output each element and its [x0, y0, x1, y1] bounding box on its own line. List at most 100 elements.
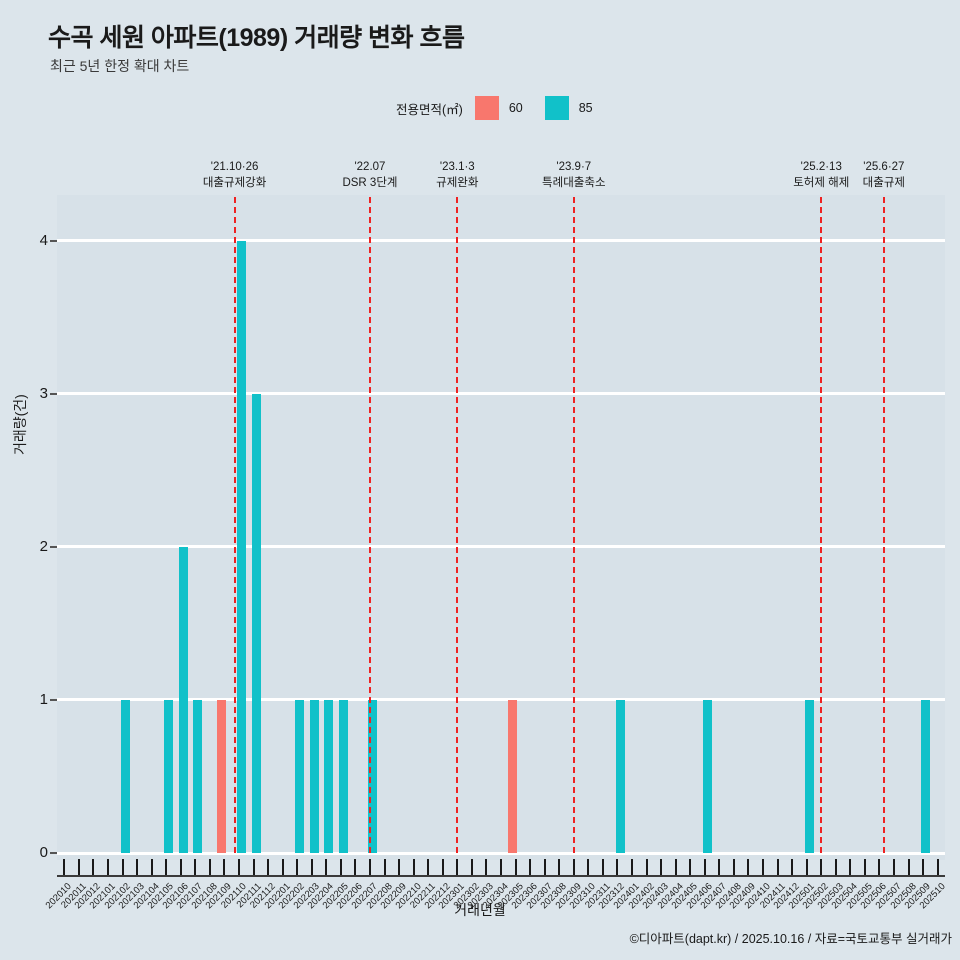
annotation-date: '23.1·3 [439, 161, 475, 173]
bar[interactable] [309, 699, 319, 853]
x-axis-title: 거래년월 [454, 902, 506, 918]
bar[interactable] [295, 699, 305, 853]
x-tick-mark [572, 859, 575, 875]
bar[interactable] [615, 699, 625, 853]
annotation-text: 대출규제 [862, 176, 906, 189]
x-tick-mark [208, 859, 211, 875]
legend-label-85: 85 [578, 101, 593, 115]
annotation-text: DSR 3단계 [342, 176, 398, 189]
annotation-line [820, 197, 823, 853]
x-tick-mark [645, 859, 648, 875]
annotation-label: '23.1·3 규제완화 [436, 160, 478, 191]
x-tick-mark [441, 859, 444, 875]
bar[interactable] [193, 699, 203, 853]
bar[interactable] [164, 699, 174, 853]
bar[interactable] [702, 699, 712, 853]
x-tick-mark [121, 859, 124, 875]
x-tick-mark [237, 859, 240, 875]
y-tick-label-2: 2 [39, 537, 48, 555]
x-tick-mark [106, 859, 109, 875]
y-tick-mark-1 [50, 698, 57, 701]
x-tick-mark [63, 859, 66, 875]
x-tick-mark [936, 859, 939, 875]
annotation-text: 규제완화 [436, 176, 479, 189]
x-tick-mark [558, 859, 561, 875]
y-tick-mark-4 [50, 239, 57, 242]
bar[interactable] [921, 699, 931, 853]
bar[interactable] [508, 699, 518, 853]
bar[interactable] [178, 546, 188, 853]
x-tick-mark [223, 859, 226, 875]
x-tick-mark [412, 859, 415, 875]
x-tick-mark [674, 859, 677, 875]
x-tick-mark [907, 859, 910, 875]
y-tick-label-4: 4 [39, 231, 48, 249]
x-tick-mark [587, 859, 590, 875]
annotation-date: '22.07 [354, 161, 386, 173]
x-tick-mark [165, 859, 168, 875]
y-axis-title: 거래량(건) [12, 394, 28, 455]
x-tick-mark [456, 859, 459, 875]
x-tick-mark [849, 859, 852, 875]
x-tick-mark [514, 859, 517, 875]
y-tick-label-0: 0 [39, 844, 48, 861]
x-tick-mark [703, 859, 706, 875]
x-tick-mark [631, 859, 634, 875]
annotation-date: '23.9·7 [556, 161, 592, 173]
x-tick-mark [339, 859, 342, 875]
x-axis-line [57, 875, 945, 877]
legend: 전용면적(㎡) 60 85 [396, 96, 593, 120]
annotation-date: '25.6·27 [863, 161, 905, 173]
footer-credit: ©디아파트(dapt.kr) / 2025.10.16 / 자료=국토교통부 실… [629, 932, 952, 946]
x-tick-mark [601, 859, 604, 875]
page-subtitle: 최근 5년 한정 확대 차트 [50, 58, 190, 74]
annotation-text: 대출규제강화 [202, 176, 267, 189]
x-tick-mark [863, 859, 866, 875]
x-tick-mark [747, 859, 750, 875]
x-tick-mark [529, 859, 532, 875]
y-tick-mark-2 [50, 545, 57, 548]
x-tick-mark [179, 859, 182, 875]
annotation-label: '23.9·7 특례대출축소 [542, 160, 605, 191]
x-tick-mark [427, 859, 430, 875]
annotation-date: '21.10·26 [210, 161, 259, 173]
x-tick-mark [776, 859, 779, 875]
x-tick-mark [77, 859, 80, 875]
page-title: 수곡 세원 아파트(1989) 거래량 변화 흐름 [48, 24, 465, 52]
bar[interactable] [324, 699, 334, 853]
x-tick-mark [252, 859, 255, 875]
bar[interactable] [804, 699, 814, 853]
y-tick-mark-3 [50, 392, 57, 395]
x-tick-mark [470, 859, 473, 875]
annotation-label: '25.2·13 토허제 해제 [793, 160, 849, 191]
x-tick-mark [398, 859, 401, 875]
bar[interactable] [368, 699, 378, 853]
x-tick-mark [616, 859, 619, 875]
x-tick-mark [136, 859, 139, 875]
bar[interactable] [237, 240, 247, 853]
x-tick-mark [820, 859, 823, 875]
bar[interactable] [338, 699, 348, 853]
bar[interactable] [217, 699, 227, 853]
annotation-text: 토허제 해제 [793, 176, 850, 189]
x-tick-mark [893, 859, 896, 875]
bar[interactable] [251, 393, 261, 853]
x-tick-mark [922, 859, 925, 875]
annotation-line [882, 197, 885, 853]
gridline-y-2 [57, 545, 945, 549]
x-tick-mark [368, 859, 371, 875]
annotation-label: '22.07 DSR 3단계 [342, 160, 397, 191]
annotation-line [233, 197, 236, 853]
x-tick-mark [485, 859, 488, 875]
legend-swatch-85 [544, 96, 569, 120]
bar[interactable] [120, 699, 130, 853]
x-tick-mark [660, 859, 663, 875]
legend-swatch-60 [474, 96, 499, 120]
legend-title: 전용면적(㎡) [396, 102, 463, 117]
x-tick-mark [354, 859, 357, 875]
x-tick-mark [878, 859, 881, 875]
x-tick-mark [194, 859, 197, 875]
annotation-line [572, 197, 575, 853]
annotation-line [368, 197, 371, 853]
